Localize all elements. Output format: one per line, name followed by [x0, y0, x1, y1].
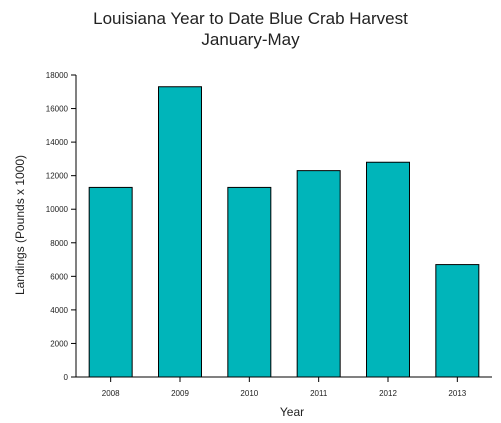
chart-title: Louisiana Year to Date Blue Crab Harvest: [93, 9, 408, 28]
y-tick-label: 10000: [46, 205, 69, 214]
bar-2010: [227, 186, 272, 378]
y-tick-label: 6000: [50, 272, 68, 281]
bar-2012: [366, 161, 410, 378]
bar-2008: [88, 186, 133, 378]
y-tick-label: 2000: [50, 339, 68, 348]
y-tick-label: 18000: [46, 71, 69, 80]
bar-2011: [296, 170, 341, 378]
x-tick-label: 2013: [448, 389, 466, 398]
y-tick-label: 0: [64, 373, 69, 382]
x-ticks-group: 2008 2009 2010 2011 2012 2013: [102, 377, 467, 398]
bars-group: [88, 86, 480, 378]
y-ticks-group: 0 2000 4000 6000 8000 10000 12000 14000 16000 180…: [46, 71, 76, 382]
x-tick-label: 2011: [310, 389, 328, 398]
x-tick-label: 2012: [379, 389, 397, 398]
y-tick-label: 16000: [46, 105, 69, 114]
axes-group: [75, 75, 492, 378]
x-axis-label: Year: [280, 405, 304, 419]
y-axis-label: Landings (Pounds x 1000): [13, 155, 27, 295]
y-tick-label: 8000: [50, 239, 68, 248]
x-tick-label: 2010: [240, 389, 258, 398]
y-tick-label: 14000: [46, 138, 69, 147]
x-tick-label: 2009: [171, 389, 189, 398]
y-tick-label: 4000: [50, 306, 68, 315]
x-tick-label: 2008: [102, 389, 120, 398]
y-tick-label: 12000: [46, 172, 69, 181]
chart-subtitle: January-May: [201, 30, 300, 49]
bar-2013: [435, 264, 480, 378]
bar-2009: [158, 86, 202, 378]
